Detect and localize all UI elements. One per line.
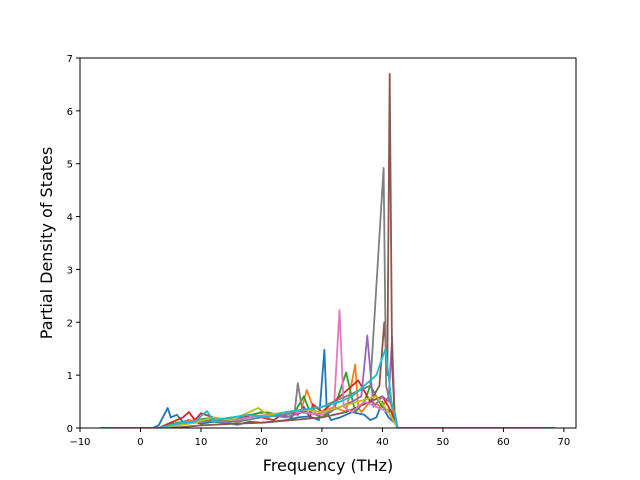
plot-frame	[79, 57, 577, 429]
series-layer	[100, 73, 555, 428]
y-tick-label: 6	[67, 107, 73, 118]
x-tick-label: 70	[558, 437, 571, 448]
x-tick-label: 30	[316, 437, 329, 448]
x-axis-label: Frequency (THz)	[263, 456, 393, 475]
y-tick-label: 2	[67, 318, 73, 329]
y-tick-label: 5	[67, 160, 73, 171]
pdos-series-line-10	[100, 347, 555, 428]
x-tick-label: 20	[255, 437, 268, 448]
x-axis: −10 0 10 20 30 40 50 60 70	[69, 428, 570, 448]
x-tick-label: 40	[376, 437, 389, 448]
pdos-series-line-9	[100, 395, 555, 428]
y-tick-label: 4	[67, 213, 73, 224]
x-tick-label: −10	[69, 437, 90, 448]
x-tick-label: 10	[195, 437, 208, 448]
y-axis: 0 1 2 3 4 5 6 7	[67, 54, 80, 435]
x-tick-label: 60	[497, 437, 510, 448]
pdos-series-line-6	[100, 73, 555, 428]
y-tick-label: 7	[67, 54, 73, 65]
x-tick-label: 50	[437, 437, 450, 448]
y-tick-label: 1	[67, 371, 73, 382]
y-tick-label: 3	[67, 265, 73, 276]
x-tick-label: 0	[137, 437, 143, 448]
y-tick-label: 0	[67, 424, 73, 435]
y-axis-label: Partial Density of States	[37, 147, 56, 339]
